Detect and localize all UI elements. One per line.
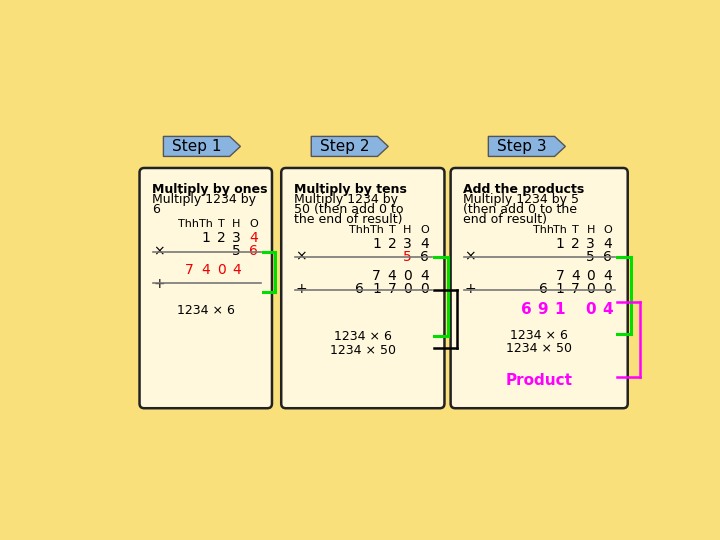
Text: 0: 0 bbox=[585, 302, 596, 317]
Text: Step 3: Step 3 bbox=[497, 139, 546, 154]
Text: 7: 7 bbox=[571, 282, 580, 296]
Text: Multiply 1234 by: Multiply 1234 by bbox=[294, 193, 397, 206]
Text: 6: 6 bbox=[152, 202, 160, 215]
Text: 5: 5 bbox=[403, 249, 412, 264]
Text: 4: 4 bbox=[420, 237, 429, 251]
Text: 0: 0 bbox=[217, 264, 225, 278]
Text: 6: 6 bbox=[249, 244, 258, 258]
Text: the end of result): the end of result) bbox=[294, 213, 402, 226]
Text: 9: 9 bbox=[538, 302, 549, 317]
Text: 7: 7 bbox=[388, 282, 397, 296]
Text: T: T bbox=[217, 219, 225, 229]
Text: Product: Product bbox=[505, 373, 572, 388]
Text: H: H bbox=[587, 225, 595, 235]
Text: 2: 2 bbox=[217, 231, 225, 245]
Text: 4: 4 bbox=[202, 264, 210, 278]
Text: 1234 × 6: 1234 × 6 bbox=[177, 303, 235, 316]
Text: Th: Th bbox=[199, 219, 212, 229]
Text: 1234 × 6: 1234 × 6 bbox=[510, 329, 568, 342]
Text: 2: 2 bbox=[571, 237, 580, 251]
Text: 7: 7 bbox=[556, 269, 564, 283]
Text: 6: 6 bbox=[356, 282, 364, 296]
Text: 1: 1 bbox=[372, 282, 381, 296]
Text: ×: × bbox=[295, 249, 307, 264]
Text: Add the products: Add the products bbox=[463, 183, 584, 195]
Text: 1: 1 bbox=[556, 282, 564, 296]
Text: end of result): end of result) bbox=[463, 213, 547, 226]
Text: 3: 3 bbox=[403, 237, 412, 251]
Text: 1234 × 50: 1234 × 50 bbox=[506, 342, 572, 355]
Polygon shape bbox=[163, 137, 240, 157]
Text: Thh: Thh bbox=[349, 225, 370, 235]
Text: O: O bbox=[603, 225, 612, 235]
Text: 4: 4 bbox=[388, 269, 397, 283]
Text: 1234 × 50: 1234 × 50 bbox=[330, 343, 396, 356]
Text: Multiply 1234 by 5: Multiply 1234 by 5 bbox=[463, 193, 579, 206]
Text: 6: 6 bbox=[603, 249, 612, 264]
Text: Multiply by ones: Multiply by ones bbox=[152, 183, 267, 195]
Polygon shape bbox=[311, 137, 388, 157]
Text: T: T bbox=[389, 225, 395, 235]
Text: 5: 5 bbox=[232, 244, 241, 258]
Text: 4: 4 bbox=[603, 302, 613, 317]
Text: T: T bbox=[572, 225, 579, 235]
Text: 6: 6 bbox=[521, 302, 531, 317]
Text: Thh: Thh bbox=[179, 219, 199, 229]
Text: 5: 5 bbox=[586, 249, 595, 264]
Text: Step 2: Step 2 bbox=[320, 139, 369, 154]
Text: 0: 0 bbox=[403, 282, 412, 296]
Text: 4: 4 bbox=[232, 264, 241, 278]
Text: +: + bbox=[295, 282, 307, 296]
Text: 0: 0 bbox=[420, 282, 429, 296]
Text: 4: 4 bbox=[249, 231, 258, 245]
Text: +: + bbox=[153, 276, 165, 291]
Text: O: O bbox=[249, 219, 258, 229]
Text: 7: 7 bbox=[184, 264, 193, 278]
Text: +: + bbox=[464, 282, 476, 296]
Text: 0: 0 bbox=[403, 269, 412, 283]
Text: ×: × bbox=[464, 249, 476, 264]
Text: 50 (then add 0 to: 50 (then add 0 to bbox=[294, 202, 403, 215]
Text: ×: × bbox=[153, 244, 165, 258]
Text: 7: 7 bbox=[372, 269, 381, 283]
FancyBboxPatch shape bbox=[140, 168, 272, 408]
Text: 3: 3 bbox=[586, 237, 595, 251]
Text: H: H bbox=[403, 225, 412, 235]
FancyBboxPatch shape bbox=[451, 168, 628, 408]
Polygon shape bbox=[488, 137, 565, 157]
Text: (then add 0 to the: (then add 0 to the bbox=[463, 202, 577, 215]
Text: 1234 × 6: 1234 × 6 bbox=[334, 330, 392, 343]
Text: H: H bbox=[233, 219, 240, 229]
Text: Thh: Thh bbox=[533, 225, 554, 235]
Text: O: O bbox=[420, 225, 429, 235]
Text: 0: 0 bbox=[586, 269, 595, 283]
Text: Multiply 1234 by: Multiply 1234 by bbox=[152, 193, 256, 206]
Text: 4: 4 bbox=[571, 269, 580, 283]
Text: Th: Th bbox=[553, 225, 567, 235]
Text: 0: 0 bbox=[603, 282, 612, 296]
Text: Step 1: Step 1 bbox=[172, 139, 221, 154]
Text: 1: 1 bbox=[202, 231, 210, 245]
Text: Th: Th bbox=[370, 225, 384, 235]
Text: 3: 3 bbox=[232, 231, 241, 245]
Text: 2: 2 bbox=[388, 237, 397, 251]
Text: 6: 6 bbox=[420, 249, 429, 264]
Text: 0: 0 bbox=[586, 282, 595, 296]
Text: 1: 1 bbox=[372, 237, 381, 251]
Text: 1: 1 bbox=[554, 302, 565, 317]
Text: 4: 4 bbox=[420, 269, 429, 283]
Text: Multiply by tens: Multiply by tens bbox=[294, 183, 406, 195]
Text: 4: 4 bbox=[603, 269, 612, 283]
Text: 1: 1 bbox=[556, 237, 564, 251]
Text: 4: 4 bbox=[603, 237, 612, 251]
Text: 6: 6 bbox=[539, 282, 547, 296]
FancyBboxPatch shape bbox=[282, 168, 444, 408]
